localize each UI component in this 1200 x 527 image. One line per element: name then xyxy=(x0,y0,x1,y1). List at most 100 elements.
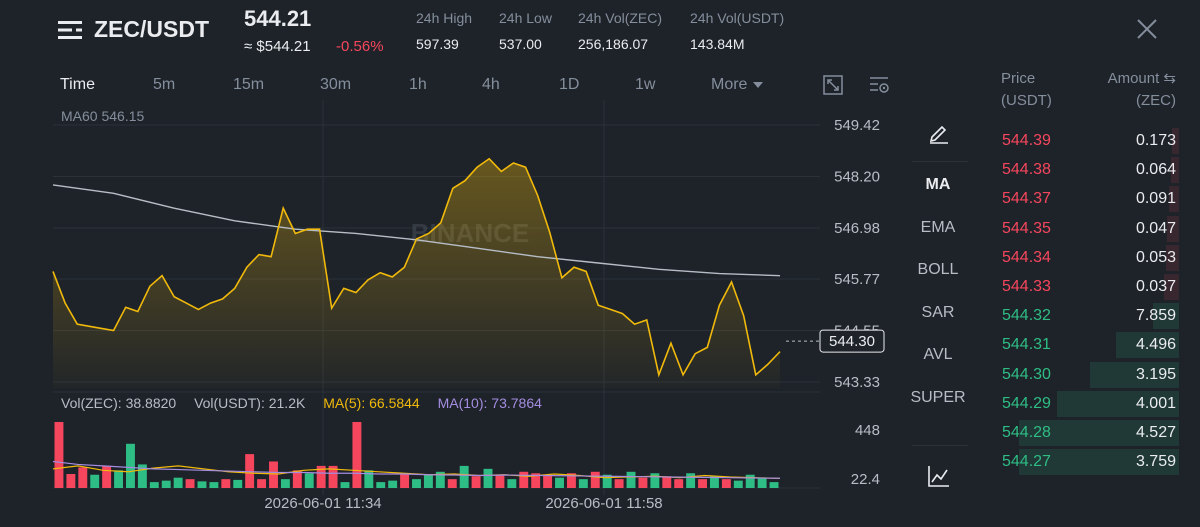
ask-row[interactable]: 544.38 0.064 xyxy=(990,156,1190,184)
approx-usd-price: ≈ $544.21 xyxy=(244,38,311,55)
volume-bar xyxy=(269,461,278,488)
bid-row[interactable]: 544.27 3.759 xyxy=(990,448,1190,476)
volume-bar xyxy=(149,482,159,488)
volume-legend: Vol(ZEC): 38.8820 Vol(USDT): 21.2K MA(5)… xyxy=(61,395,556,411)
volume-bar xyxy=(721,479,731,488)
vol-zec-legend: Vol(ZEC): 38.8820 xyxy=(61,395,177,411)
tab-1d[interactable]: 1D xyxy=(559,76,580,93)
expand-icon[interactable] xyxy=(822,74,844,96)
ask-row[interactable]: 544.39 0.173 xyxy=(990,127,1190,155)
volume-bar xyxy=(638,477,648,488)
depth-bar xyxy=(1164,274,1179,300)
ask-row[interactable]: 544.35 0.047 xyxy=(990,215,1190,243)
stat-value: 143.84M xyxy=(690,36,745,52)
volume-bar xyxy=(114,470,124,488)
volume-bar xyxy=(435,471,445,488)
bid-row[interactable]: 544.28 4.527 xyxy=(990,419,1190,447)
ask-row[interactable]: 544.34 0.053 xyxy=(990,244,1190,272)
ask-row[interactable]: 544.37 0.091 xyxy=(990,185,1190,213)
volume-bar xyxy=(602,474,612,488)
volume-bar xyxy=(328,465,338,488)
chart-settings-icon[interactable] xyxy=(868,74,890,96)
depth-bar xyxy=(1018,420,1179,446)
volume-bar xyxy=(650,473,660,488)
volume-bar xyxy=(137,464,147,488)
price-header-label: Price xyxy=(1001,70,1036,87)
indicator-ma[interactable]: MA xyxy=(925,176,951,193)
line-chart-icon[interactable] xyxy=(927,464,951,488)
bid-price: 544.30 xyxy=(1002,365,1051,383)
ask-price: 544.33 xyxy=(1002,278,1051,295)
tab-30m[interactable]: 30m xyxy=(320,76,352,93)
price-line xyxy=(52,157,781,378)
stat-label: 24h Low xyxy=(499,10,552,26)
vol-ma5-legend: MA(5): 66.5844 xyxy=(323,395,420,411)
volume-bar xyxy=(400,473,410,488)
volume-bar xyxy=(662,476,672,488)
indicator-ema[interactable]: EMA xyxy=(920,219,956,236)
stat-24h-high: 24h High 597.39 xyxy=(416,10,472,52)
indicator-divider xyxy=(912,445,968,446)
pencil-icon[interactable] xyxy=(927,120,951,144)
ask-amount: 0.173 xyxy=(1135,132,1176,149)
volume-bar xyxy=(280,479,290,488)
tab-15m[interactable]: 15m xyxy=(233,76,265,93)
depth-bar xyxy=(1056,390,1179,417)
depth-bar xyxy=(1152,303,1179,330)
price-chart[interactable]: BINANCE 549.42548.20546.98545.77544.5554… xyxy=(0,100,900,527)
bid-price: 544.29 xyxy=(1002,394,1051,412)
volume-bar xyxy=(185,479,195,488)
depth-bar xyxy=(1018,449,1179,476)
ask-amount: 0.064 xyxy=(1135,161,1176,179)
last-price: 544.21 xyxy=(244,6,312,31)
bid-row[interactable]: 544.31 4.496 xyxy=(990,331,1190,359)
vol-usdt-legend: Vol(USDT): 21.2K xyxy=(194,395,306,411)
bid-price: 544.31 xyxy=(1002,336,1051,354)
depth-bar xyxy=(1167,215,1179,242)
tab-1h[interactable]: 1h xyxy=(409,76,427,93)
volume-bar xyxy=(364,470,374,488)
orderbook-price-header: Price (USDT) xyxy=(1001,68,1052,112)
price-area xyxy=(53,158,780,388)
volume-bar xyxy=(626,471,636,488)
bid-row[interactable]: 544.30 3.195 xyxy=(990,361,1190,389)
tab-1w[interactable]: 1w xyxy=(635,76,656,93)
y-tick-label: 545.77 xyxy=(834,271,880,288)
ask-price: 544.37 xyxy=(1002,190,1051,208)
tab-more[interactable]: More xyxy=(711,76,764,94)
amount-header-label: Amount ⇆ xyxy=(1107,70,1176,87)
volume-bar xyxy=(78,467,88,488)
ask-price: 544.35 xyxy=(1002,219,1051,237)
volume-bar xyxy=(507,479,517,488)
indicator-sar[interactable]: SAR xyxy=(921,304,955,321)
indicator-avl[interactable]: AVL xyxy=(923,346,953,363)
pair-title[interactable]: ZEC/USDT xyxy=(94,16,209,42)
close-icon[interactable] xyxy=(1136,18,1158,40)
depth-bar xyxy=(1089,361,1179,388)
depth-bar xyxy=(1116,332,1179,359)
bid-amount: 4.527 xyxy=(1135,424,1176,441)
bid-price: 544.27 xyxy=(1002,453,1051,471)
indicator-boll[interactable]: BOLL xyxy=(917,261,959,278)
menu-icon[interactable] xyxy=(58,19,82,41)
tab-4h[interactable]: 4h xyxy=(482,76,500,93)
volume-bar xyxy=(54,422,64,488)
volume-bar xyxy=(66,474,76,488)
volume-bar xyxy=(519,471,529,488)
volume-bar xyxy=(698,479,707,488)
price-unit-label: (USDT) xyxy=(1001,92,1052,109)
ask-row[interactable]: 544.33 0.037 xyxy=(990,273,1190,301)
indicator-super[interactable]: SUPER xyxy=(910,389,966,406)
bid-row[interactable]: 544.32 7.859 xyxy=(990,302,1190,330)
volume-bar xyxy=(555,477,564,488)
bid-amount: 3.759 xyxy=(1135,453,1176,471)
y-tick-label: 549.42 xyxy=(834,117,880,134)
tab-5m[interactable]: 5m xyxy=(153,76,176,93)
tab-time[interactable]: Time xyxy=(60,76,95,93)
orderbook-amount-header[interactable]: Amount ⇆ (ZEC) xyxy=(1108,68,1176,112)
volume-bar xyxy=(614,479,624,488)
x-label-2: 2026-06-01 11:58 xyxy=(545,495,662,512)
ask-price: 544.34 xyxy=(1002,248,1051,266)
indicator-divider xyxy=(912,161,968,162)
bid-row[interactable]: 544.29 4.001 xyxy=(990,390,1190,418)
